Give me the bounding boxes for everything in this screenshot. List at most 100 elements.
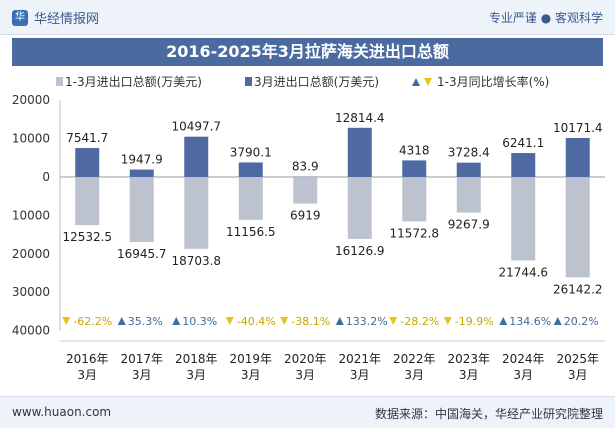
- rate-up-marker: [553, 317, 562, 325]
- bar-march: [347, 127, 372, 177]
- y-tick-label: 30000: [12, 285, 50, 299]
- bar-march: [238, 162, 263, 177]
- data-label-march: 7541.7: [66, 131, 108, 145]
- data-label-march: 1947.9: [121, 153, 163, 167]
- rate-down-marker: [443, 317, 452, 325]
- bar-march: [565, 137, 590, 177]
- data-label-cumulative: 16945.7: [117, 247, 167, 261]
- rate-label: -62.2%: [73, 315, 112, 328]
- x-tick-label-month: 3月: [568, 368, 588, 382]
- legend-label-rate: 1-3月同比增长率(%): [437, 74, 549, 89]
- bar-march: [402, 160, 427, 177]
- data-label-cumulative: 21744.6: [498, 265, 548, 279]
- legend-swatch-march: [245, 77, 252, 86]
- rate-up-marker: [117, 317, 126, 325]
- bar-cumulative: [129, 177, 154, 243]
- x-tick-label-month: 3月: [77, 368, 97, 382]
- data-label-march: 3728.4: [448, 146, 490, 160]
- legend-swatch-cumulative: [56, 77, 63, 86]
- bar-cumulative: [565, 177, 590, 278]
- data-label-march: 4318: [399, 143, 430, 157]
- rate-label: -40.4%: [237, 315, 276, 328]
- y-tick-label: 20000: [12, 247, 50, 261]
- x-tick-label-month: 3月: [132, 368, 152, 382]
- rate-down-marker: [280, 317, 289, 325]
- rate-down-marker: [62, 317, 71, 325]
- rate-label: 35.3%: [128, 315, 163, 328]
- bar-cumulative: [456, 177, 481, 213]
- data-label-march: 3790.1: [230, 145, 272, 159]
- x-tick-label-year: 2022年: [393, 352, 436, 366]
- bar-march: [511, 153, 536, 177]
- x-tick-label-year: 2023年: [447, 352, 490, 366]
- x-tick-label-year: 2025年: [556, 352, 599, 366]
- data-label-cumulative: 11156.5: [226, 225, 276, 239]
- data-label-cumulative: 12532.5: [62, 230, 112, 244]
- y-tick-label: 40000: [12, 324, 50, 338]
- data-label-march: 12814.4: [335, 111, 385, 125]
- bar-cumulative: [184, 177, 209, 249]
- chart-title: 2016-2025年3月拉萨海关进出口总额: [12, 38, 603, 66]
- bar-march: [456, 162, 481, 177]
- data-label-march: 6241.1: [502, 136, 544, 150]
- x-tick-label-month: 3月: [513, 368, 533, 382]
- rate-label: -28.2%: [400, 315, 439, 328]
- header-bar: 华 华经情报网 专业严谨 ● 客观科学: [0, 0, 615, 35]
- x-tick-label-year: 2019年: [229, 352, 272, 366]
- x-tick-label-year: 2017年: [120, 352, 163, 366]
- brand-logo-icon: 华: [12, 9, 28, 26]
- footer-bar: www.huaon.com 数据来源：中国海关，华经产业研究院整理: [0, 396, 615, 428]
- x-tick-label-year: 2021年: [338, 352, 381, 366]
- rate-up-marker: [499, 317, 508, 325]
- rate-label: 10.3%: [182, 315, 217, 328]
- x-tick-label-month: 3月: [350, 368, 370, 382]
- x-tick-label-year: 2024年: [502, 352, 545, 366]
- rate-label: 133.2%: [346, 315, 388, 328]
- data-label-cumulative: 9267.9: [448, 218, 490, 232]
- bar-cumulative: [511, 177, 536, 261]
- data-label-cumulative: 11572.8: [389, 226, 439, 240]
- x-tick-label-month: 3月: [295, 368, 315, 382]
- bar-march: [129, 169, 154, 177]
- bar-cumulative: [402, 177, 427, 222]
- site-url[interactable]: www.huaon.com: [12, 405, 112, 419]
- tagline: 专业严谨 ● 客观科学: [488, 11, 603, 25]
- data-label-cumulative: 26142.2: [553, 282, 603, 296]
- bar-cumulative: [293, 177, 318, 204]
- bar-cumulative: [75, 177, 100, 226]
- x-tick-label-year: 2020年: [284, 352, 327, 366]
- bar-cumulative: [347, 177, 372, 239]
- rate-label: 134.6%: [509, 315, 551, 328]
- legend-label-cumulative: 1-3月进出口总额(万美元): [65, 75, 202, 89]
- x-tick-label-month: 3月: [404, 368, 424, 382]
- brand[interactable]: 华 华经情报网: [12, 8, 99, 27]
- data-source: 数据来源：中国海关，华经产业研究院整理: [374, 407, 603, 421]
- data-label-cumulative: 6919: [290, 209, 321, 223]
- data-label-march: 10497.7: [171, 120, 221, 134]
- bar-march: [75, 148, 100, 177]
- data-label-cumulative: 18703.8: [171, 254, 221, 268]
- brand-name: 华经情报网: [34, 12, 100, 27]
- rate-down-marker: [225, 317, 234, 325]
- legend-marker-rate-down: [424, 78, 432, 86]
- rate-label: -38.1%: [291, 315, 330, 328]
- y-tick-label: 10000: [12, 132, 50, 146]
- x-tick-label-month: 3月: [459, 368, 479, 382]
- y-tick-label: 20000: [12, 93, 50, 107]
- legend-label-march: 3月进出口总额(万美元): [254, 75, 379, 89]
- x-tick-label-year: 2016年: [66, 352, 109, 366]
- x-tick-label-year: 2018年: [175, 352, 218, 366]
- x-tick-label-month: 3月: [241, 368, 261, 382]
- y-tick-label: 0: [42, 170, 50, 184]
- data-label-march: 83.9: [292, 160, 319, 174]
- legend-marker-rate-up: [412, 78, 420, 86]
- x-tick-label-month: 3月: [186, 368, 206, 382]
- rate-up-marker: [335, 317, 344, 325]
- chart: 1-3月进出口总额(万美元) 3月进出口总额(万美元) 1-3月同比增长率(%) 20…: [12, 74, 605, 382]
- rate-up-marker: [172, 317, 181, 325]
- data-label-march: 10171.4: [553, 121, 603, 135]
- rate-down-marker: [389, 317, 398, 325]
- bar-march: [184, 136, 209, 177]
- rate-label: 20.2%: [564, 315, 599, 328]
- rate-label: -19.9%: [455, 315, 494, 328]
